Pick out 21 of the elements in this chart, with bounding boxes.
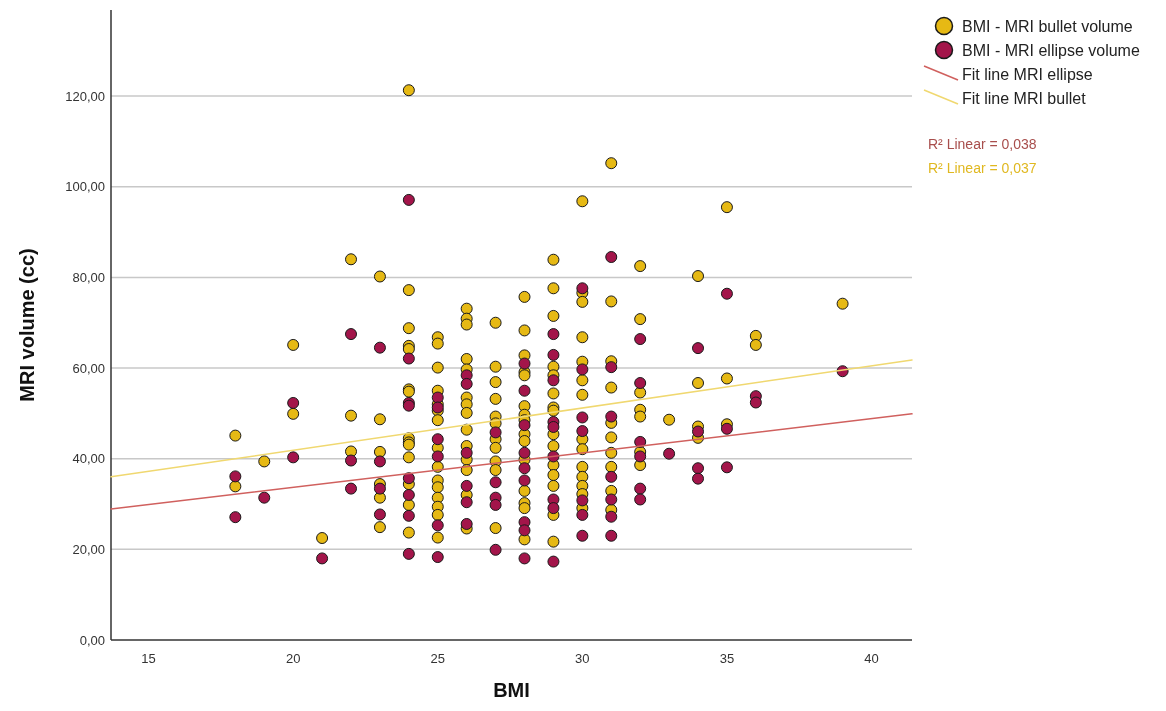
y-axis-title: MRI volume (cc): [16, 248, 38, 402]
text: R² Linear = 0,038: [928, 135, 1037, 152]
legend-label: BMI - MRI ellipse volume: [962, 41, 1140, 59]
y-tick-label: 40,00: [72, 451, 105, 467]
y-tick-label: 0,00: [79, 632, 105, 648]
x-tick-label: 15: [141, 651, 156, 666]
text: R² Linear = 0,037: [928, 159, 1037, 176]
x-tick-label: 35: [719, 651, 735, 666]
y-tick-label: 60,00: [72, 360, 105, 376]
y-tick-label: 80,00: [72, 269, 105, 285]
x-tick-label: 25: [430, 651, 445, 666]
x-tick-label: 40: [864, 651, 879, 666]
x-tick-label: 30: [575, 651, 590, 666]
y-tick-label: 20,00: [72, 541, 105, 557]
x-axis-title: BMI: [493, 679, 530, 701]
y-tick-label: 120,00: [65, 88, 105, 104]
x-tick-label: 20: [285, 651, 301, 666]
legend-label: Fit line MRI bullet: [962, 89, 1087, 107]
legend-label: BMI - MRI bullet volume: [962, 17, 1133, 35]
y-tick-label: 100,00: [65, 179, 105, 195]
legend-label: Fit line MRI ellipse: [962, 65, 1093, 83]
